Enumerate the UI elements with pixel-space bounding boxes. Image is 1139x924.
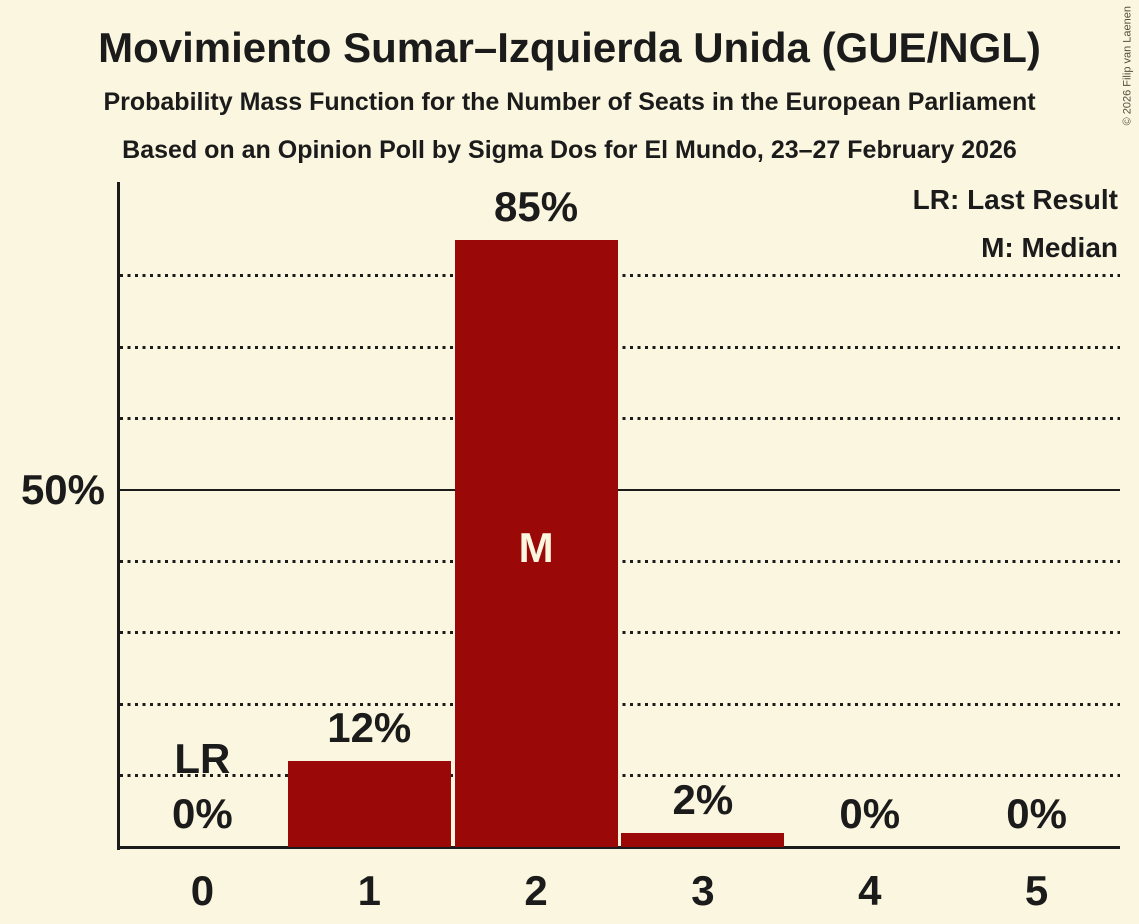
value-label-seat-4: 0% [839, 790, 901, 837]
legend-median: M: Median [981, 232, 1118, 263]
y-axis-line [117, 182, 120, 850]
x-tick-label-3: 3 [691, 867, 715, 914]
legend-last-result: LR: Last Result [912, 184, 1118, 215]
bar-seat-3 [621, 832, 785, 847]
gridline-10pct [120, 774, 1120, 778]
value-label-seat-1: 12% [327, 704, 412, 752]
gridline-50pct-solid [120, 488, 1120, 492]
value-label-seat-2: 85% [494, 183, 579, 231]
chart-subtitle-pmf: Probability Mass Function for the Number… [103, 88, 1036, 116]
gridline-20pct [120, 702, 1120, 706]
value-label-seat-0: 0% [172, 790, 233, 837]
chart-title: Movimiento Sumar–Izquierda Unida (GUE/NG… [98, 24, 1041, 71]
copyright-notice: © 2026 Filip van Laenen [1121, 6, 1133, 126]
y-axis-label-50: 50% [20, 466, 105, 513]
value-label-seat-5: 0% [1006, 790, 1067, 837]
bar-seat-1 [287, 761, 451, 847]
chart-subtitle-poll: Based on an Opinion Poll by Sigma Dos fo… [122, 136, 1017, 164]
gridline-70pct [120, 345, 1120, 349]
gridline-30pct [120, 631, 1120, 635]
x-axis-line [117, 846, 1120, 849]
gridline-80pct [120, 274, 1120, 278]
x-tick-label-4: 4 [858, 867, 882, 914]
last-result-marker: LR [174, 735, 231, 782]
x-tick-label-1: 1 [357, 867, 381, 914]
gridline-60pct [120, 417, 1120, 421]
x-tick-label-5: 5 [1024, 867, 1049, 914]
bar-seat-2 [454, 240, 618, 847]
value-label-seat-3: 2% [672, 775, 734, 823]
gridline-40pct [120, 559, 1120, 563]
median-marker: M [518, 524, 554, 571]
x-tick-label-0: 0 [190, 867, 215, 914]
x-tick-label-2: 2 [524, 867, 548, 914]
